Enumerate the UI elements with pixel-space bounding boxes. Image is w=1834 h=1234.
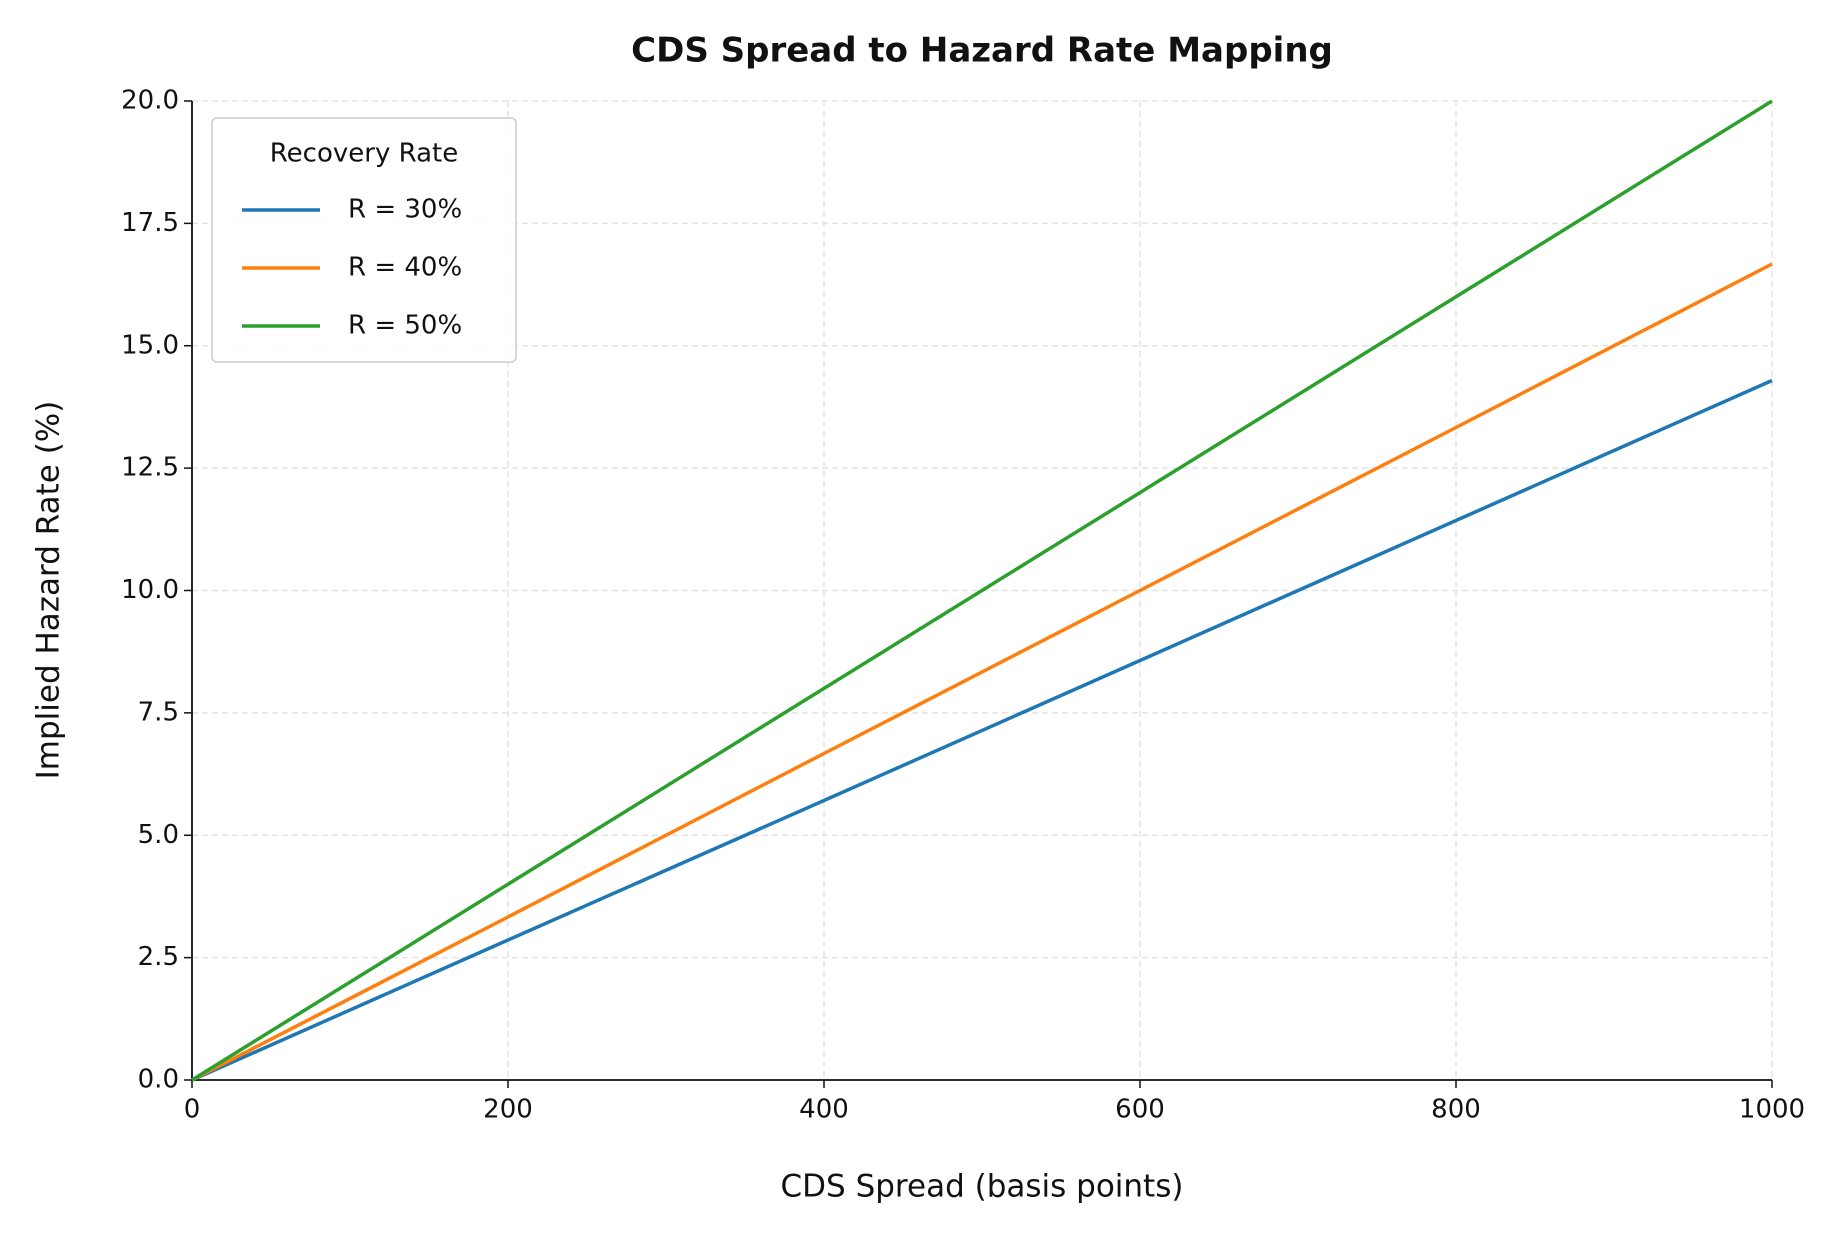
y-tick-label: 12.5 <box>121 453 179 483</box>
y-tick-label: 7.5 <box>138 697 179 727</box>
y-tick-label: 5.0 <box>138 820 179 850</box>
y-tick-label: 2.5 <box>138 942 179 972</box>
legend-label: R = 30% <box>348 195 462 225</box>
y-tick-label: 10.0 <box>121 575 179 605</box>
x-tick-label: 600 <box>1115 1095 1165 1125</box>
x-tick-label: 200 <box>483 1095 533 1125</box>
chart-title: CDS Spread to Hazard Rate Mapping <box>631 31 1333 71</box>
y-axis-label: Implied Hazard Rate (%) <box>31 401 67 780</box>
legend-box <box>211 117 517 363</box>
line <box>191 262 1773 1082</box>
x-tick-label: 1000 <box>1739 1095 1805 1125</box>
legend-label: R = 50% <box>348 311 462 341</box>
legend-label: R = 40% <box>348 253 462 283</box>
x-tick-label: 0 <box>184 1095 201 1125</box>
x-tick-label: 400 <box>799 1095 849 1125</box>
y-tick-label: 15.0 <box>121 330 179 360</box>
y-tick-label: 0.0 <box>138 1065 179 1095</box>
legend-title: Recovery Rate <box>270 139 458 169</box>
y-tick-label: 17.5 <box>121 208 179 238</box>
x-tick-label: 800 <box>1431 1095 1481 1125</box>
y-tick-label: 20.0 <box>121 86 179 116</box>
line <box>191 99 1773 1082</box>
x-axis-label: CDS Spread (basis points) <box>781 1169 1184 1205</box>
line <box>191 378 1773 1082</box>
